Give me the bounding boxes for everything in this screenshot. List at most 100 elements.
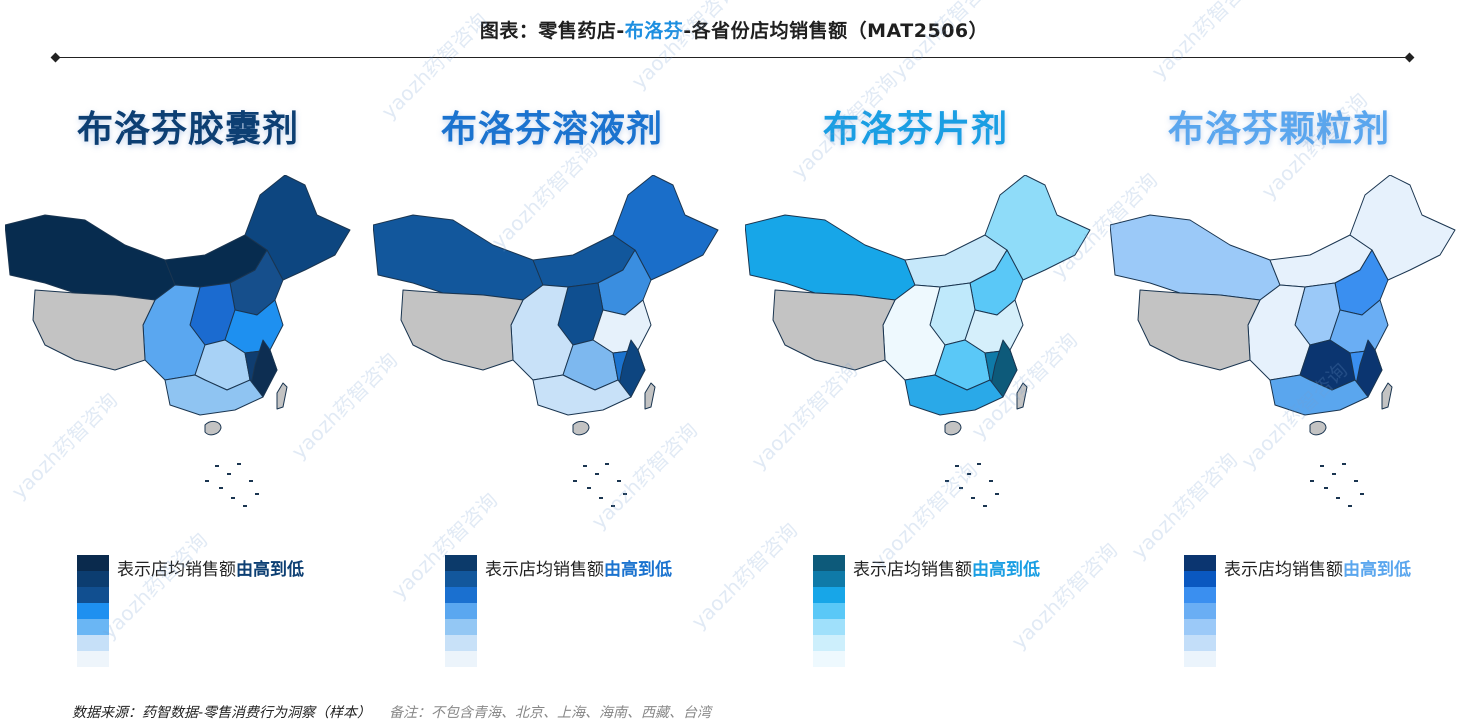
legend-swatch xyxy=(1184,651,1216,667)
south-sea-island xyxy=(1360,493,1364,495)
south-sea-island xyxy=(573,480,577,482)
panel-solution: 布洛芬溶液剂 表示店均销售额由高到低 xyxy=(373,90,743,690)
legend-swatch xyxy=(813,555,845,571)
south-sea-island xyxy=(583,465,587,467)
panel-title: 布洛芬胶囊剂 xyxy=(77,109,300,150)
south-sea-island xyxy=(977,463,981,465)
legend-text: 表示店均销售额由高到低 xyxy=(485,555,672,580)
legend-swatch xyxy=(1184,555,1216,571)
legend-text: 表示店均销售额由高到低 xyxy=(1224,555,1411,580)
panel-tablet: 布洛芬片剂 表示店均销售额由高到低 xyxy=(745,90,1115,690)
south-sea-island xyxy=(595,473,599,475)
legend-swatch xyxy=(77,555,109,571)
legend-label: 表示店均销售额 xyxy=(117,560,236,580)
legend-swatch xyxy=(77,635,109,651)
rule-left-marker xyxy=(50,52,61,63)
legend-swatch xyxy=(77,603,109,619)
region-hainan-no-data xyxy=(572,420,590,436)
region-tibet-no-data xyxy=(772,289,896,371)
legend-swatch xyxy=(1184,571,1216,587)
legend-swatch xyxy=(1184,587,1216,603)
south-sea-island xyxy=(967,473,971,475)
china-map xyxy=(373,175,719,507)
legend-label: 表示店均销售额 xyxy=(485,560,604,580)
region-south xyxy=(532,374,632,416)
south-sea-island xyxy=(605,463,609,465)
legend-swatch xyxy=(813,619,845,635)
legend-swatch xyxy=(1184,635,1216,651)
south-sea-island xyxy=(219,487,223,489)
region-tibet-no-data xyxy=(400,289,524,371)
legend-swatch xyxy=(445,571,477,587)
region-taiwan-no-data xyxy=(276,382,288,410)
south-sea-island xyxy=(255,493,259,495)
legend-swatch xyxy=(445,651,477,667)
panel-title: 布洛芬片剂 xyxy=(823,109,1009,150)
region-hainan-no-data xyxy=(1309,420,1327,436)
footnote: 备注：不包含青海、北京、上海、海南、西藏、台湾 xyxy=(389,705,712,721)
south-sea-island xyxy=(227,473,231,475)
legend-emphasis: 由高到低 xyxy=(1343,560,1411,580)
south-sea-island xyxy=(587,487,591,489)
region-south xyxy=(1269,374,1369,416)
legend-swatch xyxy=(445,603,477,619)
south-sea-island xyxy=(1336,497,1340,499)
data-source: 数据来源：药智数据-零售消费行为洞察（样本） xyxy=(72,705,372,721)
south-sea-island xyxy=(945,480,949,482)
south-sea-island xyxy=(243,505,247,507)
legend-label: 表示店均销售额 xyxy=(853,560,972,580)
south-sea-island xyxy=(955,465,959,467)
legend-emphasis: 由高到低 xyxy=(236,560,304,580)
legend-swatch xyxy=(77,619,109,635)
region-south xyxy=(904,374,1004,416)
region-northwest xyxy=(1110,214,1281,301)
legend-swatch xyxy=(445,619,477,635)
legend-swatch xyxy=(813,571,845,587)
south-sea-island xyxy=(983,505,987,507)
legend-emphasis: 由高到低 xyxy=(972,560,1040,580)
legend-swatch xyxy=(813,587,845,603)
south-sea-island xyxy=(959,487,963,489)
legend-emphasis: 由高到低 xyxy=(604,560,672,580)
legend-swatch xyxy=(813,603,845,619)
panel-title: 布洛芬颗粒剂 xyxy=(1168,109,1391,150)
title-rule xyxy=(56,57,1410,58)
legend-swatch xyxy=(813,635,845,651)
south-sea-island xyxy=(611,505,615,507)
south-sea-island xyxy=(215,465,219,467)
rule-right-marker xyxy=(1404,52,1415,63)
title-prefix: 图表：零售药店- xyxy=(479,20,625,42)
south-sea-island xyxy=(971,497,975,499)
region-northwest xyxy=(5,214,176,301)
legend-label: 表示店均销售额 xyxy=(1224,560,1343,580)
legend-swatch xyxy=(445,635,477,651)
footer: 数据来源：药智数据-零售消费行为洞察（样本） 备注：不包含青海、北京、上海、海南、… xyxy=(72,702,711,722)
legend-text: 表示店均销售额由高到低 xyxy=(853,555,1040,580)
south-sea-island xyxy=(623,493,627,495)
legend-swatch xyxy=(77,571,109,587)
south-sea-island xyxy=(1310,480,1314,482)
south-sea-island xyxy=(1324,487,1328,489)
south-sea-island xyxy=(1354,480,1358,482)
panel-capsule: 布洛芬胶囊剂 表示店均销售额由高到低 xyxy=(5,90,375,690)
title-highlight: 布洛芬 xyxy=(624,20,684,42)
south-sea-island xyxy=(1342,463,1346,465)
south-sea-island xyxy=(599,497,603,499)
south-sea-island xyxy=(231,497,235,499)
south-sea-island xyxy=(205,480,209,482)
south-sea-island xyxy=(249,480,253,482)
south-sea-island xyxy=(989,480,993,482)
legend-swatch xyxy=(77,651,109,667)
legend-swatch xyxy=(1184,619,1216,635)
south-sea-island xyxy=(1320,465,1324,467)
legend-swatch xyxy=(813,651,845,667)
region-hainan-no-data xyxy=(204,420,222,436)
legend-text: 表示店均销售额由高到低 xyxy=(117,555,304,580)
region-taiwan-no-data xyxy=(644,382,656,410)
panel-granule: 布洛芬颗粒剂 表示店均销售额由高到低 xyxy=(1110,90,1468,690)
south-sea-island xyxy=(1332,473,1336,475)
panel-title: 布洛芬溶液剂 xyxy=(441,109,664,150)
region-northwest xyxy=(373,214,544,301)
china-map xyxy=(5,175,351,507)
legend-swatch xyxy=(1184,603,1216,619)
